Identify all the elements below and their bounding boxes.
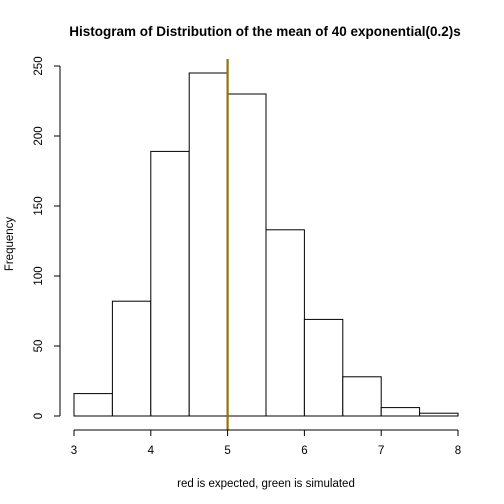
y-axis-label: Frequency <box>4 217 16 272</box>
histogram-bars <box>73 72 459 417</box>
histogram-bar-9 <box>419 412 459 417</box>
histogram-bar-8 <box>380 407 421 417</box>
histogram-bar-0 <box>73 393 113 417</box>
y-tick-label: 200 <box>33 126 45 145</box>
x-axis-label: red is expected, green is simulated <box>177 478 355 490</box>
y-axis: 0 50 100 150 200 250 <box>33 56 61 419</box>
histogram-bar-1 <box>111 300 152 417</box>
x-tick-label: 3 <box>71 445 77 457</box>
x-tick-label: 5 <box>224 445 230 457</box>
histogram-bar-7 <box>342 376 382 417</box>
histogram-bar-3 <box>188 72 229 417</box>
y-tick-label: 0 <box>33 413 45 419</box>
histogram-bar-6 <box>303 318 344 417</box>
histogram-bar-4 <box>227 93 267 417</box>
histogram-bar-2 <box>150 150 190 417</box>
chart-title: Histogram of Distribution of the mean of… <box>69 24 461 39</box>
x-tick-label: 8 <box>455 445 461 457</box>
histogram-bar-5 <box>265 229 305 417</box>
y-tick-label: 150 <box>33 196 45 215</box>
y-tick-label: 50 <box>33 340 45 353</box>
x-tick-label: 6 <box>301 445 307 457</box>
y-tick-label: 100 <box>33 266 45 285</box>
x-tick-label: 7 <box>378 445 384 457</box>
x-axis: 3 4 5 6 7 8 <box>71 429 461 457</box>
x-tick-label: 4 <box>148 445 155 457</box>
y-tick-label: 250 <box>33 56 45 75</box>
